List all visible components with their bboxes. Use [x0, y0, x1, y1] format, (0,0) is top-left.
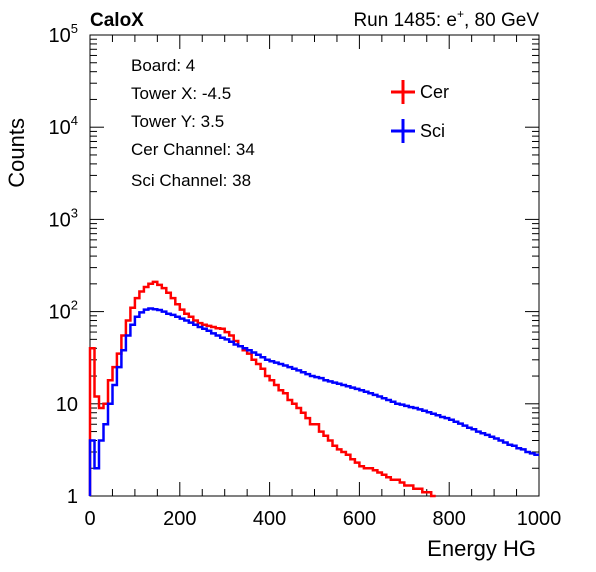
- x-tick-labels: 0 200 400 600 800 1000: [84, 508, 561, 530]
- y-tick-label: 10: [56, 394, 78, 416]
- y-tick-label: 103: [49, 205, 78, 231]
- info-sci-channel: Sci Channel: 38: [131, 171, 251, 190]
- legend-sci-label: Sci: [420, 121, 445, 141]
- x-tick-label: 0: [84, 508, 95, 530]
- run-superscript: +: [457, 7, 464, 21]
- x-tick-label: 800: [433, 508, 466, 530]
- info-tower-y: Tower Y: 3.5: [131, 112, 224, 131]
- series-sci-line: [88, 307, 539, 496]
- x-tick-label: 600: [343, 508, 376, 530]
- run-suffix: , 80 GeV: [464, 10, 539, 31]
- experiment-label: CaloX: [90, 10, 144, 31]
- x-tick-label: 1000: [517, 508, 562, 530]
- x-axis-label: Energy HG: [427, 536, 536, 561]
- run-label: Run 1485: e+, 80 GeV: [353, 7, 539, 31]
- info-tower-x: Tower X: -4.5: [131, 84, 231, 103]
- y-tick-label: 105: [49, 21, 78, 47]
- y-tick-label: 1: [67, 486, 78, 508]
- y-tick-label: 104: [49, 113, 78, 139]
- y-axis-label: Counts: [4, 118, 29, 188]
- legend: Cer Sci: [391, 80, 449, 143]
- info-board: Board: 4: [131, 56, 195, 75]
- series-cer-line: [88, 280, 436, 498]
- series-layer: [88, 280, 539, 498]
- legend-cer-label: Cer: [420, 82, 449, 102]
- legend-entry-cer: Cer: [391, 80, 449, 104]
- y-tick-label: 102: [49, 298, 78, 324]
- legend-entry-sci: Sci: [391, 119, 445, 143]
- x-tick-label: 200: [163, 508, 196, 530]
- info-cer-channel: Cer Channel: 34: [131, 140, 255, 159]
- run-prefix: Run 1485: e: [353, 10, 457, 31]
- info-panel: Board: 4 Tower X: -4.5 Tower Y: 3.5 Cer …: [131, 56, 255, 190]
- y-tick-labels: 1 10 102 103 104 105: [49, 21, 78, 508]
- x-tick-label: 400: [253, 508, 286, 530]
